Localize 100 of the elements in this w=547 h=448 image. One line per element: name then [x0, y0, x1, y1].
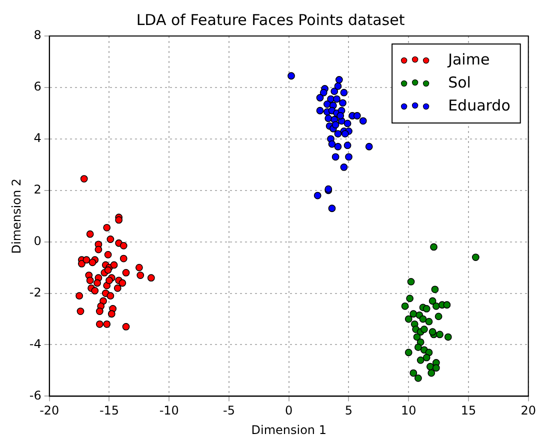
point: [135, 264, 143, 272]
legend-label: Jaime: [447, 50, 490, 68]
point: [288, 72, 295, 80]
point: [328, 140, 336, 148]
point: [91, 287, 99, 294]
legend-label: Eduardo: [448, 96, 510, 114]
x-tick-label: 0: [285, 404, 293, 418]
point: [410, 369, 418, 377]
x-tick-label: -10: [159, 404, 179, 418]
point: [78, 260, 86, 268]
point: [344, 120, 352, 128]
y-tick-label: -6: [29, 388, 42, 402]
point: [106, 292, 114, 300]
point: [334, 82, 342, 90]
point: [432, 302, 440, 310]
y-tick-label: -2: [29, 285, 42, 300]
point: [110, 261, 118, 269]
point: [401, 302, 409, 310]
point: [335, 76, 343, 84]
point: [120, 254, 128, 262]
point: [422, 305, 430, 312]
point: [122, 323, 130, 330]
point: [316, 94, 324, 102]
point: [76, 308, 84, 315]
x-tick-label: 5: [344, 404, 353, 418]
point: [414, 374, 422, 382]
point: [420, 326, 428, 334]
x-tick-label: 10: [400, 404, 416, 418]
point: [413, 333, 421, 341]
point: [422, 354, 430, 362]
point: [410, 310, 418, 318]
point: [86, 230, 94, 238]
point: [436, 330, 444, 338]
point: [336, 112, 344, 120]
y-tick-label: 6: [34, 80, 42, 94]
point: [114, 284, 122, 292]
point: [341, 130, 349, 138]
point: [108, 310, 116, 318]
point: [147, 274, 155, 282]
point: [82, 256, 90, 264]
point: [328, 204, 336, 212]
point: [94, 246, 102, 254]
point: [353, 112, 361, 120]
point: [86, 276, 94, 284]
point: [122, 269, 130, 276]
point: [80, 175, 88, 182]
point: [96, 320, 104, 328]
point: [76, 292, 84, 300]
point: [330, 88, 338, 96]
point: [406, 294, 414, 302]
point: [359, 117, 367, 125]
point: [419, 315, 427, 323]
x-tick-label: -20: [40, 404, 60, 418]
x-tick-label: 20: [520, 404, 536, 418]
point: [340, 88, 348, 96]
point: [416, 356, 424, 364]
point: [444, 333, 452, 341]
point: [94, 279, 101, 287]
point: [314, 192, 322, 200]
point: [104, 250, 112, 258]
y-tick-label: 4: [34, 131, 42, 146]
x-tick-label: 15: [460, 404, 476, 418]
y-tick-label: 2: [34, 182, 42, 196]
point: [432, 364, 440, 372]
point: [333, 95, 340, 103]
point: [88, 258, 96, 266]
point: [324, 114, 332, 122]
point: [334, 142, 342, 150]
point: [120, 242, 128, 250]
point: [404, 348, 412, 356]
legend-label: Sol: [448, 73, 471, 92]
point: [106, 236, 114, 243]
point: [332, 153, 340, 161]
point: [404, 315, 412, 323]
point: [332, 121, 340, 128]
point: [430, 243, 438, 251]
point: [431, 286, 439, 294]
point: [428, 328, 436, 336]
y-tick-label: 0: [34, 234, 42, 248]
point: [96, 308, 104, 315]
point: [414, 344, 422, 352]
y-axis-title: Dimension 2: [9, 178, 24, 254]
point: [428, 297, 436, 305]
point: [425, 318, 433, 326]
point: [136, 272, 144, 279]
x-tick-label: -15: [99, 404, 120, 418]
point: [472, 254, 480, 261]
point: [115, 216, 123, 224]
point: [428, 369, 436, 377]
y-tick-label: -4: [29, 336, 42, 351]
chart-title: LDA of Feature Faces Points dataset: [136, 10, 405, 29]
x-axis-title: Dimension 1: [251, 422, 326, 437]
point: [320, 88, 328, 96]
point: [434, 312, 442, 320]
y-tick-label: 8: [34, 28, 42, 42]
point: [323, 100, 331, 108]
point: [334, 130, 342, 138]
point: [118, 279, 126, 287]
point: [344, 142, 352, 150]
point: [106, 276, 113, 284]
